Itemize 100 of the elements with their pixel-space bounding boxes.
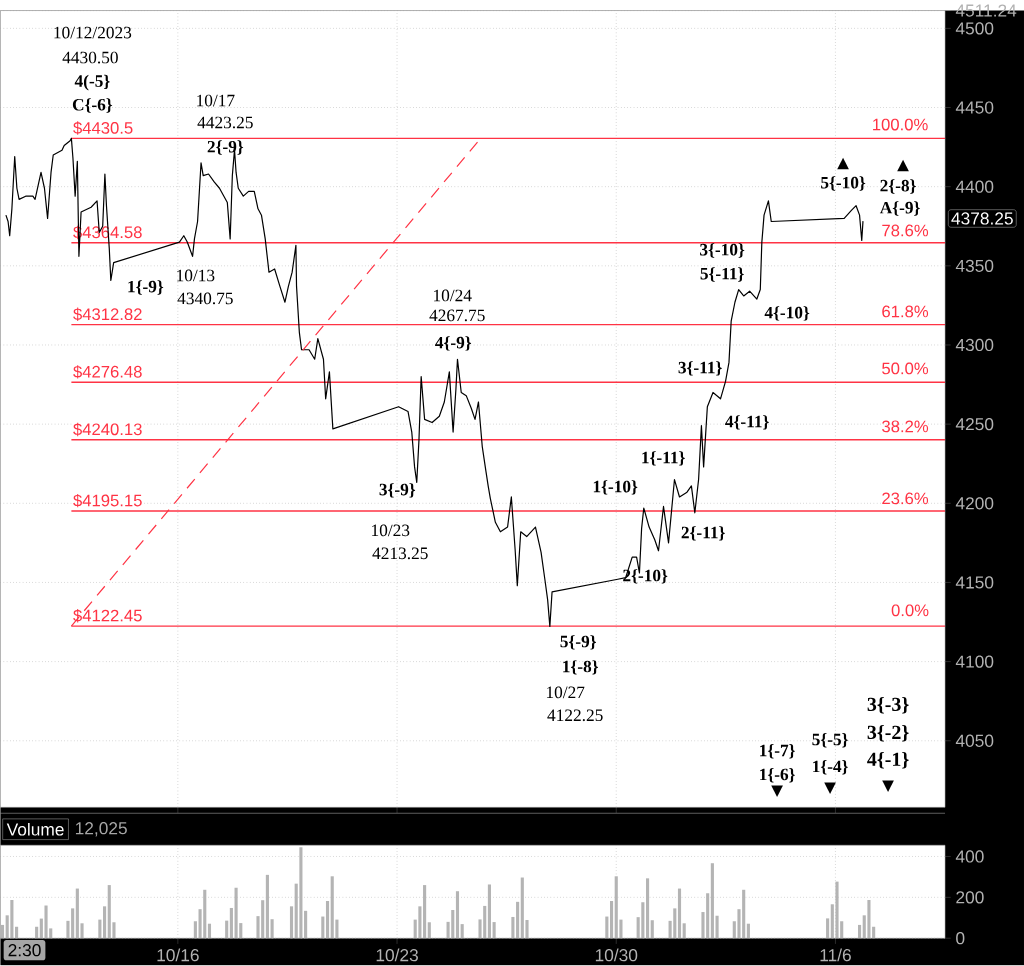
annotation: A{-9} bbox=[879, 201, 920, 216]
bar bbox=[229, 908, 233, 939]
bar bbox=[321, 916, 325, 939]
annotation: ▼ bbox=[882, 780, 894, 793]
annotation: 2{-8} bbox=[880, 179, 916, 194]
annotation: 3{-11} bbox=[678, 361, 722, 376]
bar bbox=[418, 906, 422, 939]
annotation: 2{-11} bbox=[681, 526, 725, 541]
ref-line-label: $4430.5 bbox=[73, 121, 133, 135]
y-tick-label: 4100 bbox=[955, 655, 994, 668]
bar bbox=[98, 919, 102, 939]
annotation: 4340.75 bbox=[177, 292, 233, 305]
annotation: 10/27 bbox=[546, 686, 585, 699]
annotation: 1{-6} bbox=[760, 768, 795, 783]
annotation: ▼ bbox=[824, 782, 836, 795]
bar bbox=[0, 925, 5, 939]
bar bbox=[746, 923, 750, 939]
text: 12,025 bbox=[75, 822, 127, 837]
y-tick-label: 4450 bbox=[955, 101, 994, 114]
bar bbox=[299, 847, 303, 939]
text: 2:30 bbox=[8, 944, 41, 957]
x-tick-label: 11/6 bbox=[820, 948, 851, 962]
annotation: ▼ bbox=[771, 785, 783, 798]
annotation: 4{-10} bbox=[764, 306, 810, 321]
annotation: 1{-8} bbox=[563, 660, 598, 675]
bar bbox=[605, 916, 609, 939]
bar bbox=[427, 922, 431, 939]
bar bbox=[289, 906, 294, 939]
bar bbox=[451, 910, 455, 939]
annotation: 78.6% bbox=[882, 224, 929, 237]
bar bbox=[225, 920, 229, 939]
annotation: 61.8% bbox=[882, 305, 929, 318]
bar bbox=[455, 891, 460, 939]
annotation: 23.6% bbox=[882, 492, 929, 505]
annotation: 50.0% bbox=[882, 362, 929, 375]
annotation: 3{-9} bbox=[379, 483, 416, 498]
bar bbox=[516, 901, 520, 939]
annotation: ▲ bbox=[897, 159, 909, 172]
bar bbox=[641, 902, 645, 939]
line-series bbox=[5, 137, 864, 628]
y-tick-label: 200 bbox=[956, 891, 984, 904]
annotation: 38.2% bbox=[882, 420, 929, 433]
annotation: 1{-7} bbox=[760, 744, 795, 759]
y-tick-label: 4150 bbox=[955, 576, 994, 589]
y-tick-label: 4300 bbox=[955, 338, 994, 352]
ref-line-label: $4240.13 bbox=[73, 422, 142, 437]
bar bbox=[826, 918, 830, 939]
text: 4378.25 bbox=[951, 212, 1013, 225]
y-tick-label: 4350 bbox=[955, 259, 994, 273]
bar bbox=[265, 874, 269, 939]
bar bbox=[203, 889, 207, 939]
ref-line-label: $4195.15 bbox=[73, 494, 142, 508]
bar bbox=[304, 910, 308, 939]
bar bbox=[511, 917, 515, 939]
bar bbox=[835, 881, 839, 939]
ref-line-label: $4122.45 bbox=[73, 609, 142, 623]
annotation: 2{-10} bbox=[623, 569, 668, 584]
annotation: ▲ bbox=[837, 157, 849, 170]
annotation: 10/24 bbox=[434, 289, 472, 302]
annotation: 4430.50 bbox=[62, 51, 118, 64]
annotation: 4{-1} bbox=[867, 752, 909, 769]
bar bbox=[492, 922, 496, 939]
annotation: C{-6} bbox=[72, 98, 113, 113]
bar bbox=[645, 878, 650, 939]
annotation: 3{-2} bbox=[867, 725, 909, 742]
bar bbox=[270, 919, 274, 939]
bar bbox=[867, 900, 871, 939]
annotation: 3{-10} bbox=[700, 243, 745, 258]
annotation: 1{-10} bbox=[593, 480, 638, 495]
x-tick-label: 10/23 bbox=[376, 948, 418, 962]
bar bbox=[234, 887, 238, 939]
bar bbox=[460, 924, 464, 939]
bar bbox=[857, 925, 862, 939]
y-tick-label: 4400 bbox=[955, 180, 994, 193]
y-tick-label: 4511.24 bbox=[955, 4, 1017, 17]
bar bbox=[423, 885, 427, 939]
annotation: 4423.25 bbox=[197, 116, 253, 129]
bar bbox=[609, 901, 614, 939]
annotation: 4{-9} bbox=[435, 336, 472, 351]
y-tick-label: 4250 bbox=[955, 418, 994, 431]
bar bbox=[650, 920, 654, 939]
bar bbox=[673, 908, 677, 939]
y-tick-label: 0 bbox=[956, 932, 965, 945]
bar bbox=[207, 923, 212, 939]
bar bbox=[15, 926, 19, 939]
annotation: 1{-9} bbox=[128, 280, 164, 295]
annotation: 5{-10} bbox=[821, 176, 866, 191]
y-tick-label: 400 bbox=[955, 850, 984, 863]
x-tick-label: 10/30 bbox=[595, 948, 638, 962]
bar bbox=[330, 876, 334, 939]
text: Volume bbox=[6, 822, 64, 836]
annotation: 5{-9} bbox=[560, 635, 596, 650]
bar bbox=[44, 905, 48, 939]
annotation: 10/12/2023 bbox=[54, 26, 132, 39]
y-tick-label: 4200 bbox=[955, 497, 994, 510]
bar bbox=[103, 906, 107, 939]
annotation: 3{-3} bbox=[867, 697, 909, 714]
annotation: 4{-11} bbox=[725, 415, 769, 430]
bar bbox=[325, 901, 330, 939]
bar bbox=[682, 923, 686, 939]
